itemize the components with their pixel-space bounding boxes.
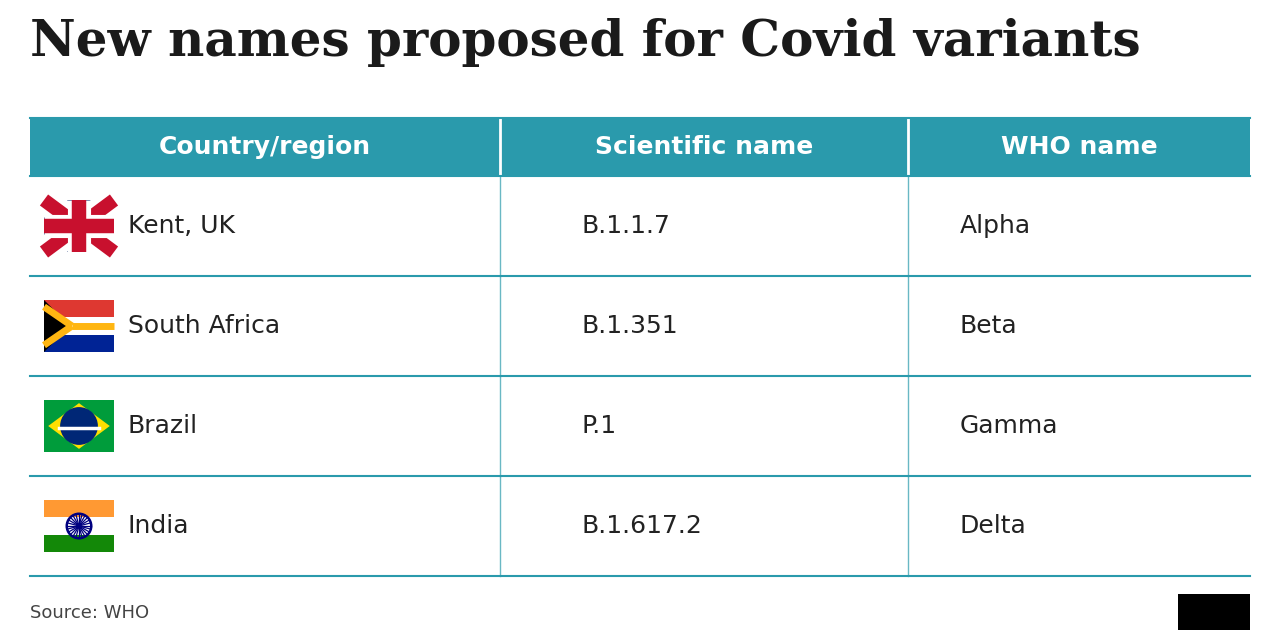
Bar — [29, 176, 499, 276]
Bar — [44, 534, 114, 552]
Bar — [909, 376, 1251, 476]
Bar — [29, 118, 499, 176]
Bar — [499, 276, 909, 376]
Text: Alpha: Alpha — [960, 214, 1030, 238]
Bar — [44, 400, 114, 452]
Bar — [909, 276, 1251, 376]
Text: Scientific name: Scientific name — [595, 135, 813, 159]
Bar — [44, 200, 114, 252]
Bar — [44, 300, 114, 317]
Bar — [44, 517, 114, 534]
Text: India: India — [128, 514, 189, 538]
Polygon shape — [44, 300, 70, 352]
Text: Country/region: Country/region — [159, 135, 371, 159]
Bar — [44, 335, 114, 352]
Bar — [29, 276, 499, 376]
Text: B.1.617.2: B.1.617.2 — [581, 514, 703, 538]
Bar — [909, 176, 1251, 276]
Bar — [499, 118, 909, 176]
Text: South Africa: South Africa — [128, 314, 280, 338]
Bar — [499, 476, 909, 576]
Bar — [29, 376, 499, 476]
Bar — [29, 476, 499, 576]
Bar — [44, 500, 114, 517]
Bar — [44, 317, 114, 335]
Bar — [909, 476, 1251, 576]
Text: Delta: Delta — [960, 514, 1027, 538]
Text: Kent, UK: Kent, UK — [128, 214, 236, 238]
Text: Brazil: Brazil — [128, 414, 198, 438]
Circle shape — [60, 407, 97, 445]
Text: Gamma: Gamma — [960, 414, 1059, 438]
Text: B.1.351: B.1.351 — [581, 314, 678, 338]
Bar — [499, 176, 909, 276]
Text: WHO name: WHO name — [1001, 135, 1157, 159]
Bar — [909, 118, 1251, 176]
Text: B.1.1.7: B.1.1.7 — [581, 214, 671, 238]
Bar — [1178, 594, 1251, 630]
Bar — [499, 376, 909, 476]
Text: Source: WHO: Source: WHO — [29, 604, 150, 622]
Text: New names proposed for Covid variants: New names proposed for Covid variants — [29, 18, 1140, 67]
Polygon shape — [49, 403, 110, 449]
Text: P.1: P.1 — [581, 414, 617, 438]
Text: Beta: Beta — [960, 314, 1018, 338]
Text: BBC: BBC — [1189, 602, 1239, 622]
Bar — [44, 335, 114, 352]
